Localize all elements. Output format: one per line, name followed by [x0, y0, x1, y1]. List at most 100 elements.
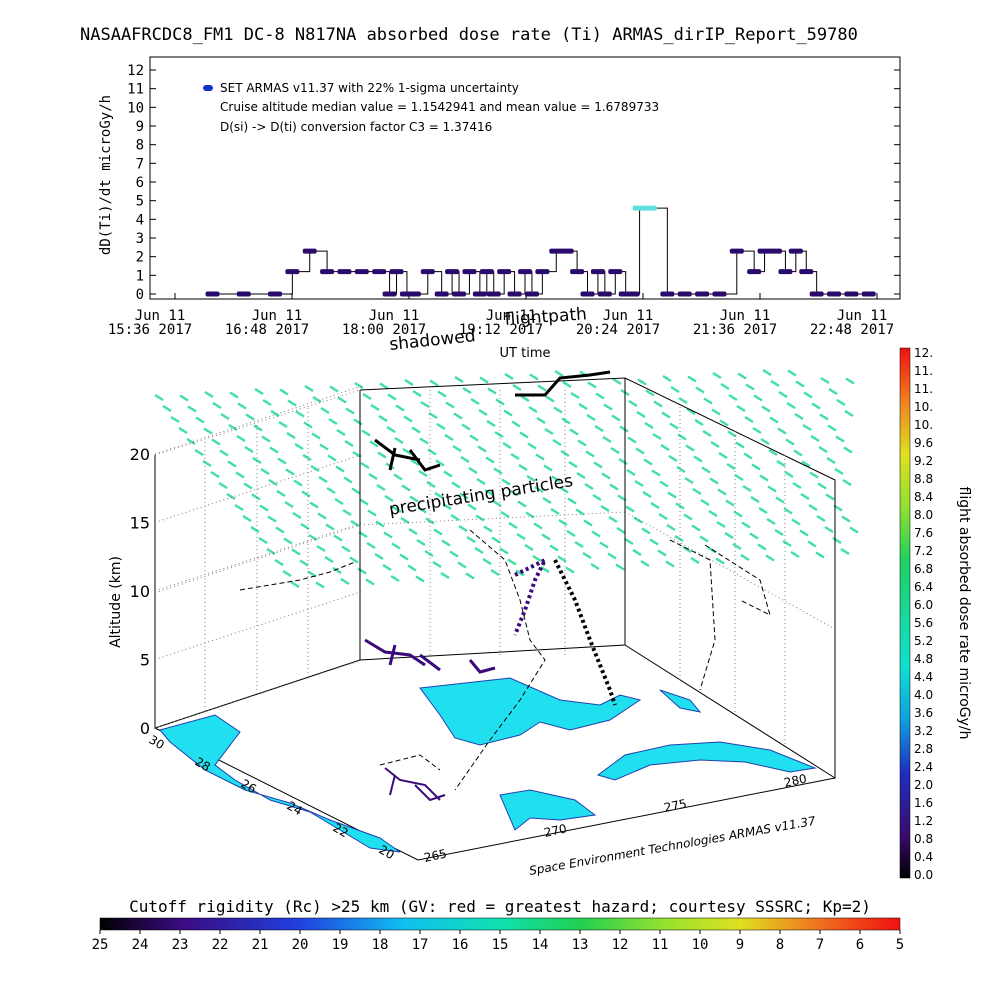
particle-mark: [582, 551, 592, 560]
particle-mark: [379, 382, 389, 390]
y-tick-label: 1: [136, 268, 144, 284]
particle-mark: [254, 387, 264, 396]
particle-mark: [210, 470, 220, 479]
particle-mark: [757, 543, 767, 551]
particle-mark: [508, 521, 518, 530]
data-point: [580, 291, 595, 297]
dose-colorbar-tick: 7.6: [914, 526, 933, 540]
data-point: [462, 269, 477, 275]
y-tick-label: 4: [136, 212, 144, 228]
particle-mark: [616, 526, 626, 535]
particle-mark: [453, 412, 463, 420]
particle-mark: [466, 535, 476, 544]
particle-mark: [678, 396, 688, 405]
particle-mark: [403, 415, 413, 423]
longitude-tick-label: 270: [543, 821, 568, 839]
particle-mark: [801, 460, 811, 468]
particle-mark: [565, 566, 575, 574]
y-tick-label: 12: [127, 63, 144, 79]
particle-mark: [782, 539, 792, 548]
particle-mark: [760, 437, 770, 446]
particle-mark: [519, 431, 529, 439]
particle-mark: [335, 465, 345, 473]
particle-mark: [753, 394, 763, 402]
particle-mark: [391, 542, 401, 550]
particle-mark: [518, 463, 528, 472]
particle-mark: [802, 423, 812, 432]
particle-mark: [843, 446, 853, 454]
data-point: [434, 291, 449, 297]
dose-colorbar-tick: 10.: [914, 418, 933, 432]
particle-mark: [178, 426, 188, 435]
particle-mark: [195, 416, 205, 424]
altitude-tick-label: 5: [140, 651, 150, 670]
particle-mark: [584, 482, 594, 491]
rigidity-tick-label: 18: [372, 937, 389, 953]
particle-mark: [653, 400, 663, 408]
particle-mark: [353, 418, 363, 426]
particle-mark: [461, 423, 471, 431]
particle-mark: [561, 417, 571, 425]
particle-mark: [710, 440, 720, 449]
particle-mark: [799, 529, 809, 537]
particle-mark: [709, 477, 719, 485]
particle-mark: [633, 516, 643, 524]
particle-mark: [304, 384, 314, 393]
particle-mark: [651, 469, 661, 477]
rigidity-colorbar-ticks: 25 24 23 22 21 20 19 18 17 16 15 14 13 12 11 10 9 8 7 6 5: [92, 930, 904, 953]
rigidity-tick-label: 5: [896, 937, 904, 953]
precipitating-particles-field: [154, 368, 859, 589]
particle-mark: [234, 503, 244, 512]
particle-mark: [516, 532, 526, 541]
particle-mark: [734, 473, 744, 482]
particle-mark: [702, 429, 712, 438]
particle-mark: [726, 462, 736, 471]
particle-mark: [542, 496, 552, 505]
data-point: [643, 205, 657, 211]
dose-colorbar-tick: 8.8: [914, 472, 933, 486]
particle-mark: [444, 433, 454, 442]
particle-mark: [450, 513, 460, 522]
particle-mark: [242, 514, 252, 523]
particle-mark: [552, 438, 562, 447]
particle-mark: [499, 547, 509, 555]
particle-mark: [376, 483, 386, 492]
particle-mark: [695, 386, 705, 394]
altitude-grid: [154, 591, 363, 660]
altitude-tick-label: 10: [130, 582, 150, 601]
particle-mark: [636, 410, 646, 419]
particle-mark: [501, 478, 511, 486]
particle-mark: [334, 497, 344, 506]
particle-mark: [179, 394, 189, 402]
particle-mark: [667, 491, 677, 499]
particle-mark: [627, 436, 637, 444]
particle-mark: [720, 382, 730, 391]
particle-mark: [827, 424, 837, 432]
dose-colorbar-label: flight absorbed dose rate microGy/h: [956, 487, 972, 740]
particle-mark: [807, 540, 817, 548]
rigidity-tick-label: 16: [452, 937, 469, 953]
data-point: [320, 269, 335, 275]
particle-mark: [436, 422, 446, 431]
particle-mark: [244, 445, 254, 454]
particle-mark: [366, 541, 376, 550]
particle-mark: [766, 517, 776, 526]
y-tick-label: 0: [136, 287, 144, 303]
particle-mark: [590, 562, 600, 571]
particle-mark: [493, 467, 503, 475]
y-tick-label: 6: [136, 175, 144, 191]
particle-mark: [649, 538, 659, 546]
particle-mark: [253, 424, 263, 432]
data-point: [479, 269, 494, 275]
particle-mark: [687, 375, 697, 383]
particle-mark: [484, 488, 494, 497]
particle-mark: [583, 519, 593, 527]
particle-mark: [236, 434, 246, 443]
particle-mark: [401, 484, 411, 492]
y-tick-label: 8: [136, 138, 144, 154]
y-tick-label: 5: [136, 194, 144, 210]
data-point: [406, 291, 421, 297]
particle-mark: [336, 428, 346, 437]
particle-mark: [432, 560, 442, 569]
dose-colorbar-tick: 0.4: [914, 850, 933, 864]
